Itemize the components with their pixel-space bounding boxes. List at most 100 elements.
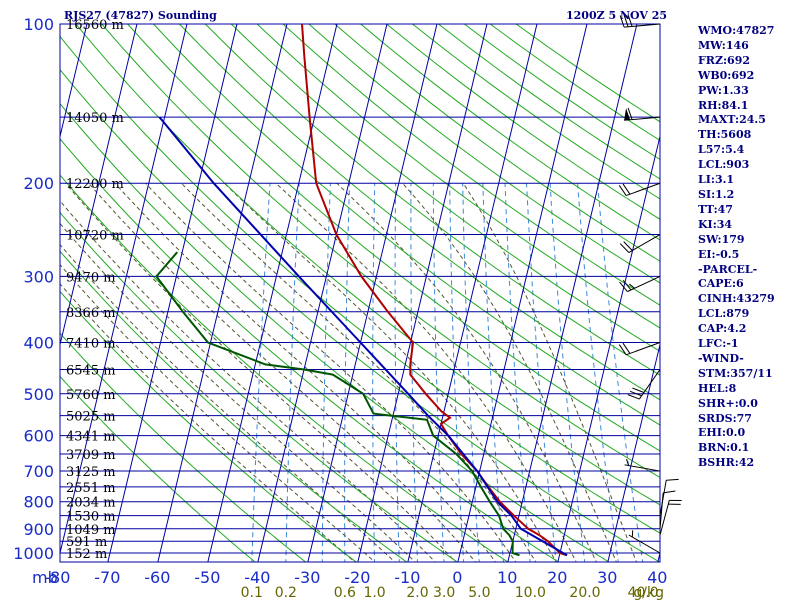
wind-barb-feather	[618, 185, 627, 196]
height-label-700: 3125 m	[66, 465, 116, 480]
index-item: MAXT:24.5	[698, 113, 766, 127]
moist-adiabat	[60, 283, 356, 562]
height-label-200: 12200 m	[66, 177, 124, 192]
index-item: LCL:903	[698, 158, 750, 172]
moist-adiabat	[60, 222, 416, 562]
isotherm	[557, 134, 660, 562]
index-item: L57:5.4	[698, 143, 745, 157]
wind-barb-feather	[632, 387, 645, 393]
pressure-label-400: 400	[23, 333, 54, 352]
wind-barb-feather	[622, 183, 631, 195]
isotherm	[60, 24, 188, 556]
wind-barb-shaft	[624, 464, 661, 472]
temp-label-0: 0	[452, 568, 462, 587]
mixing-ratio-label: 0.6	[334, 585, 356, 600]
pressure-label-200: 200	[23, 174, 54, 193]
station-title: RJS27 (47827) Sounding	[64, 9, 217, 22]
isotherm	[407, 24, 538, 562]
mixing-ratio-line	[449, 183, 465, 562]
dry-adiabat	[60, 290, 358, 562]
wind-barb-feather	[627, 394, 640, 400]
moist-adiabat	[60, 263, 376, 562]
mixing-ratio-label: 0.2	[275, 585, 297, 600]
isotherm	[507, 24, 638, 562]
index-item: EHI:0.0	[698, 426, 746, 440]
moist-adiabat	[60, 243, 396, 562]
moist-adiabat	[60, 200, 436, 562]
mixing-ratio-label: 3.0	[433, 585, 455, 600]
wind-barb-150	[624, 107, 661, 121]
temp-label-20: 20	[547, 568, 567, 587]
index-item: SHR+:0.0	[698, 396, 758, 410]
pressure-unit-label: mb	[32, 568, 58, 587]
pressure-label-300: 300	[23, 267, 54, 286]
isotherm	[60, 24, 88, 139]
pressure-label-100: 100	[23, 15, 54, 34]
mixing-ratio-line	[597, 183, 644, 562]
height-label-150: 14050 m	[66, 111, 124, 126]
index-item: MW:146	[698, 38, 749, 52]
temperature-trace	[301, 24, 568, 557]
wind-barb-feather	[622, 342, 631, 354]
moist-adiabat	[402, 182, 617, 562]
moist-adiabat	[223, 182, 557, 562]
wind-barb-shaft	[626, 342, 661, 356]
isotherm	[257, 24, 388, 562]
moist-adiabat	[88, 182, 477, 562]
dry-adiabat	[60, 250, 408, 562]
index-item: SW:179	[698, 232, 745, 246]
wind-barb-shaft	[624, 23, 661, 28]
isotherm	[307, 24, 438, 562]
height-label-750: 2551 m	[66, 481, 116, 496]
wind-barb-100	[619, 14, 661, 28]
dry-adiabat	[60, 375, 256, 562]
index-item: EI:-0.5	[698, 247, 740, 261]
mixing-ratio-label: 1.0	[363, 585, 385, 600]
height-label-450: 6545 m	[66, 364, 116, 379]
index-item: PW:1.33	[698, 83, 749, 97]
wind-barb-feather	[626, 458, 629, 466]
index-item: FRZ:692	[698, 53, 751, 67]
mixing-ratio-line	[432, 183, 445, 562]
height-label-800: 2034 m	[66, 496, 116, 511]
mixing-ratio-line	[482, 183, 505, 562]
temp-label--70: -70	[94, 568, 120, 587]
isotherm	[60, 24, 138, 347]
mixing-ratio-line	[372, 183, 376, 562]
temp-label-10: 10	[497, 568, 517, 587]
mixing-ratio-label: 40.0	[628, 585, 659, 600]
wind-barb-feather	[623, 14, 629, 27]
wind-barb-300	[619, 275, 661, 293]
wind-barb-shaft	[626, 182, 661, 197]
index-item: -WIND-	[698, 351, 744, 365]
index-item: TT:47	[698, 202, 733, 216]
isotherm	[357, 24, 488, 562]
index-item: LFC:-1	[698, 337, 739, 351]
dry-adiabat	[101, 24, 660, 479]
mixing-ratio-line	[394, 183, 400, 562]
isotherm	[107, 24, 238, 562]
wind-barb-feather	[619, 15, 625, 28]
index-item: BRN:0.1	[698, 441, 750, 455]
wind-barb-feather	[622, 279, 632, 291]
wind-barb-450	[627, 369, 661, 400]
wind-barb-250	[619, 234, 661, 253]
mixing-ratio-line	[410, 183, 418, 562]
wind-barb-1000	[628, 530, 661, 554]
temp-label--50: -50	[194, 568, 220, 587]
moist-adiabat	[114, 182, 497, 562]
temp-label--10: -10	[394, 568, 420, 587]
height-label-100: 16560 m	[66, 18, 124, 33]
height-label-850: 1530 m	[66, 510, 116, 525]
pressure-label-700: 700	[23, 462, 54, 481]
index-item: TH:5608	[698, 128, 752, 142]
pressure-label-600: 600	[23, 427, 54, 446]
index-item: HEL:8	[698, 381, 737, 395]
wind-barb-flag	[624, 108, 631, 121]
height-label-350: 8366 m	[66, 306, 116, 321]
moist-adiabat	[336, 182, 597, 562]
mixing-ratio-line	[462, 183, 480, 562]
index-item: SRDS:77	[698, 411, 752, 425]
moist-adiabat	[462, 182, 638, 562]
